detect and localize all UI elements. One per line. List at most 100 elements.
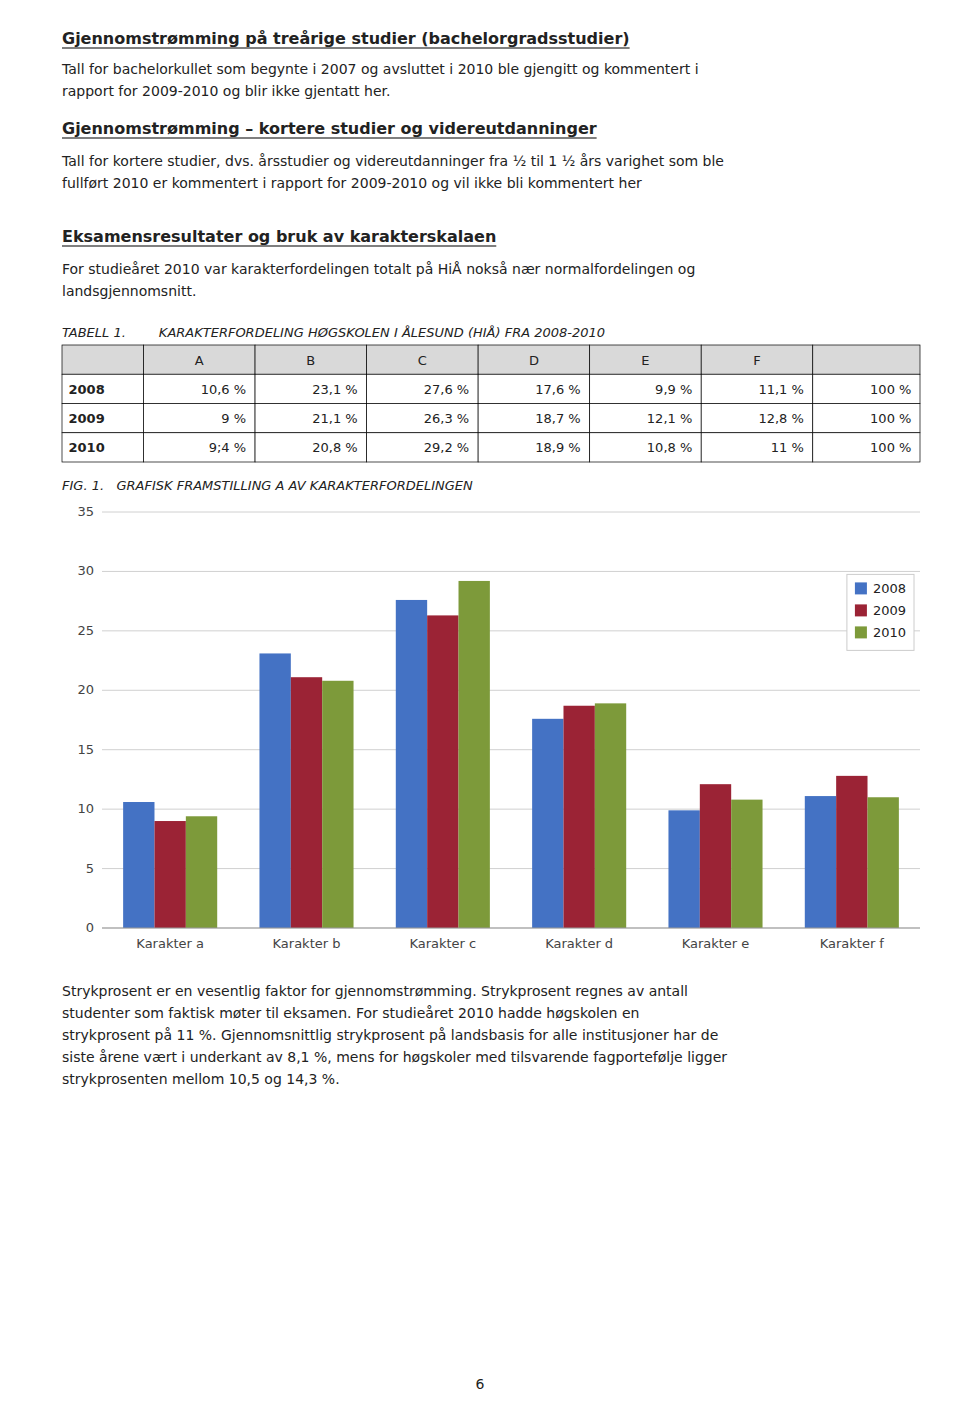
table-cell xyxy=(478,404,590,433)
table-cell xyxy=(255,374,367,403)
bar xyxy=(668,810,699,928)
y-tick-label: 35 xyxy=(77,504,94,519)
table-cell xyxy=(813,433,920,462)
table-cell xyxy=(701,374,813,403)
table-cell-text: 9;4 % xyxy=(209,440,246,455)
page-number: 6 xyxy=(476,1376,485,1392)
bar xyxy=(186,816,217,928)
table-row-label: 2010 xyxy=(69,440,105,455)
table-cell xyxy=(62,404,144,433)
y-tick-label: 10 xyxy=(77,801,94,816)
body-text: strykprosenten mellom 10,5 og 14,3 %. xyxy=(62,1071,340,1087)
table-cell-text: 20,8 % xyxy=(312,440,357,455)
grid-line xyxy=(102,928,920,929)
bar xyxy=(731,800,762,928)
table-cell-text: 10,8 % xyxy=(647,440,692,455)
table-header-text: D xyxy=(529,353,539,368)
bar xyxy=(291,677,322,928)
body-text: siste årene vært i underkant av 8,1 %, m… xyxy=(62,1049,727,1065)
page-background xyxy=(0,0,960,1404)
table-header-cell xyxy=(367,345,479,374)
table-cell xyxy=(62,433,144,462)
table-header-text: F xyxy=(753,353,760,368)
bar xyxy=(459,581,490,928)
bar xyxy=(396,600,427,928)
table-cell-text: 11,1 % xyxy=(758,382,803,397)
y-tick-label: 20 xyxy=(77,682,94,697)
grid-line xyxy=(102,512,920,513)
bar xyxy=(868,797,899,928)
table-cell xyxy=(813,374,920,403)
table-cell xyxy=(144,433,256,462)
x-tick-label: Karakter c xyxy=(409,936,476,951)
y-tick-label: 5 xyxy=(86,861,94,876)
bars xyxy=(123,581,899,928)
table-cell-text: 100 % xyxy=(870,382,911,397)
heading-underline xyxy=(62,245,496,246)
y-tick-label: 0 xyxy=(86,920,94,935)
table-cell xyxy=(62,374,144,403)
table-header-cell xyxy=(478,345,590,374)
x-tick-label: Karakter f xyxy=(820,936,885,951)
y-tick-label: 25 xyxy=(77,623,94,638)
table-cell xyxy=(701,433,813,462)
table-cell-text: 9 % xyxy=(221,411,246,426)
table-cell xyxy=(255,433,367,462)
x-tick-label: Karakter d xyxy=(545,936,613,951)
table-cell xyxy=(367,374,479,403)
heading: Gjennomstrømming på treårige studier (ba… xyxy=(62,29,630,48)
table-cell-text: 12,8 % xyxy=(758,411,803,426)
body-text: landsgjennomsnitt. xyxy=(62,283,196,299)
table-cell-text: 100 % xyxy=(870,411,911,426)
bar xyxy=(595,703,626,928)
legend: 200820092010 xyxy=(847,574,914,650)
legend-swatch xyxy=(855,626,867,638)
bar xyxy=(259,653,290,928)
table-cell-text: 12,1 % xyxy=(647,411,692,426)
table-header-text: E xyxy=(641,353,649,368)
bar xyxy=(836,776,867,928)
page: Gjennomstrømming på treårige studier (ba… xyxy=(0,0,960,1404)
grid-line xyxy=(102,630,920,631)
table-cell-text: 29,2 % xyxy=(424,440,469,455)
chart-title: FIG. 1. GRAFISK FRAMSTILLING A AV KARAKT… xyxy=(62,478,473,493)
grid-line xyxy=(102,690,920,691)
table-header-cell xyxy=(62,345,144,374)
y-tick-label: 30 xyxy=(77,563,94,578)
grid-line xyxy=(102,809,920,810)
body-text: Tall for kortere studier, dvs. årsstudie… xyxy=(61,153,724,169)
legend-box xyxy=(847,574,914,650)
x-axis-line xyxy=(102,928,920,929)
table-cell xyxy=(590,404,702,433)
legend-swatch xyxy=(855,604,867,616)
table-header-text: B xyxy=(306,353,315,368)
x-tick-label: Karakter a xyxy=(136,936,204,951)
table-cell xyxy=(367,433,479,462)
table-cell xyxy=(255,404,367,433)
legend-label: 2010 xyxy=(873,625,906,640)
table-cell xyxy=(590,374,702,403)
body-text: For studieåret 2010 var karakterfordelin… xyxy=(62,261,695,277)
table-cell-text: 10,6 % xyxy=(201,382,246,397)
grid-line xyxy=(102,571,920,572)
heading-underline xyxy=(62,137,597,138)
table-cell-text: 11 % xyxy=(771,440,804,455)
table-cell xyxy=(701,404,813,433)
table-cell-text: 100 % xyxy=(870,440,911,455)
table-header-cell xyxy=(701,345,813,374)
grid-line xyxy=(102,749,920,750)
heading: Eksamensresultater og bruk av karaktersk… xyxy=(62,227,496,246)
table-cell-text: 23,1 % xyxy=(312,382,357,397)
table-cell-text: 9,9 % xyxy=(655,382,692,397)
heading-underline xyxy=(62,47,630,48)
table: ABCDEF200810,6 %23,1 %27,6 %17,6 %9,9 %1… xyxy=(62,345,920,462)
table-cell-text: 18,9 % xyxy=(535,440,580,455)
bar xyxy=(700,784,731,928)
y-tick-label: 15 xyxy=(77,742,94,757)
bar xyxy=(123,802,154,928)
bar xyxy=(532,719,563,928)
table-header-cell xyxy=(590,345,702,374)
table-header-text: A xyxy=(195,353,204,368)
table-cell xyxy=(590,433,702,462)
bar xyxy=(563,706,594,928)
